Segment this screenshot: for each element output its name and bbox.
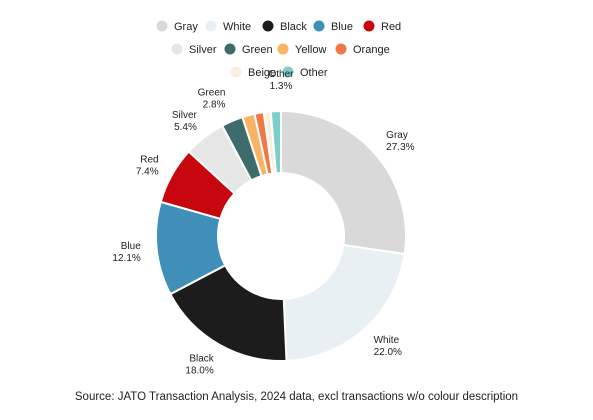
- legend-item-silver: Silver: [171, 43, 217, 56]
- slice-label-name: Gray: [386, 130, 408, 141]
- slice-label-value: 5.4%: [174, 122, 197, 133]
- slice-label-value: 12.1%: [112, 253, 140, 264]
- slice-black: [168, 263, 288, 362]
- slice-label-value: 22.0%: [374, 347, 402, 358]
- legend-label-yellow: Yellow: [295, 44, 326, 56]
- legend-label-gray: Gray: [174, 21, 198, 33]
- slice-gray: [280, 109, 407, 256]
- source-note: Source: JATO Transaction Analysis, 2024 …: [74, 391, 519, 403]
- legend-item-other: Other: [282, 66, 328, 79]
- legend-swatch-gray: [156, 20, 168, 32]
- legend-label-other: Other: [300, 67, 328, 79]
- legend-swatch-white: [205, 20, 217, 32]
- legend-swatch-beige: [230, 66, 242, 78]
- slice-label-name: White: [374, 335, 400, 346]
- legend-label-silver: Silver: [189, 44, 217, 56]
- chart-legend: Gray White Black Blue Red Silver Green Yellow Or…: [156, 20, 401, 79]
- legend-swatch-silver: [171, 43, 183, 55]
- legend-item-black: Black: [262, 20, 307, 33]
- legend-label-blue: Blue: [331, 21, 353, 33]
- legend-item-yellow: Yellow: [277, 43, 326, 56]
- slice-label-name: Red: [140, 154, 158, 165]
- slice-white: [282, 243, 406, 362]
- slice-label-value: 18.0%: [185, 365, 213, 376]
- slice-label-name: Green: [198, 88, 226, 99]
- legend-label-white: White: [223, 21, 251, 33]
- slice-label-name: Blue: [121, 241, 141, 252]
- legend-item-blue: Blue: [313, 20, 353, 33]
- legend-swatch-red: [363, 20, 375, 32]
- legend-item-gray: Gray: [156, 20, 198, 33]
- legend-item-green: Green: [224, 43, 273, 56]
- slice-label-value: 27.3%: [386, 142, 414, 153]
- legend-item-orange: Orange: [335, 43, 390, 56]
- legend-label-red: Red: [381, 21, 401, 33]
- slice-label-value: 1.3%: [270, 81, 293, 92]
- legend-label-green: Green: [242, 44, 273, 56]
- donut-slices: [155, 109, 407, 362]
- legend-swatch-yellow: [277, 43, 289, 55]
- legend-swatch-other: [282, 66, 294, 78]
- slice-label-value: 2.8%: [203, 100, 226, 111]
- slice-label-name: Black: [189, 353, 214, 364]
- legend-item-red: Red: [363, 20, 401, 33]
- slice-label-value: 7.4%: [136, 166, 159, 177]
- legend-swatch-black: [262, 20, 274, 32]
- slice-other: [269, 109, 282, 175]
- slice-label-name: Other: [268, 69, 294, 80]
- legend-item-white: White: [205, 20, 251, 33]
- legend-label-black: Black: [280, 21, 307, 33]
- legend-swatch-orange: [335, 43, 347, 55]
- legend-label-beige: Beige: [248, 67, 276, 79]
- legend-label-orange: Orange: [353, 44, 390, 56]
- legend-swatch-blue: [313, 20, 325, 32]
- slice-label-name: Silver: [172, 110, 198, 121]
- legend-item-beige: Beige: [230, 66, 276, 79]
- legend-swatch-green: [224, 43, 236, 55]
